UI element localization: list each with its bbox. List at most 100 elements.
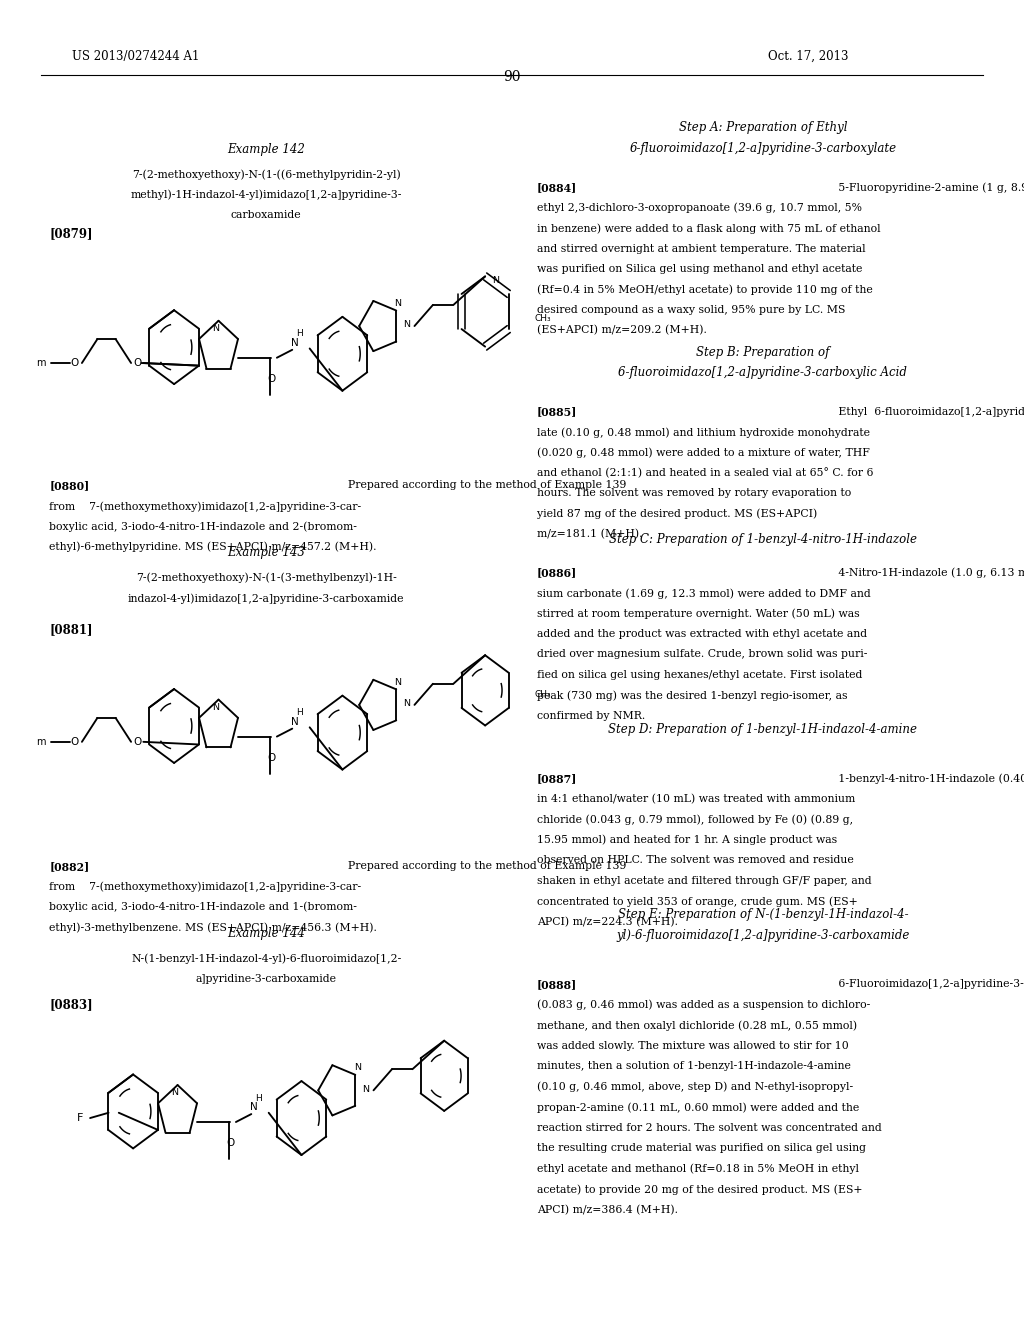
Text: N: N bbox=[292, 338, 299, 348]
Text: [0880]: [0880] bbox=[49, 480, 89, 491]
Text: N: N bbox=[353, 1064, 360, 1072]
Text: O: O bbox=[71, 358, 79, 368]
Text: chloride (0.043 g, 0.79 mmol), followed by Fe (0) (0.89 g,: chloride (0.043 g, 0.79 mmol), followed … bbox=[537, 814, 853, 825]
Text: propan-2-amine (0.11 mL, 0.60 mmol) were added and the: propan-2-amine (0.11 mL, 0.60 mmol) were… bbox=[537, 1102, 859, 1113]
Text: Example 143: Example 143 bbox=[227, 546, 305, 560]
Text: 6-fluoroimidazo[1,2-a]pyridine-3-carboxylic Acid: 6-fluoroimidazo[1,2-a]pyridine-3-carboxy… bbox=[618, 366, 907, 379]
Text: peak (730 mg) was the desired 1-benzyl regio-isomer, as: peak (730 mg) was the desired 1-benzyl r… bbox=[537, 690, 847, 701]
Text: ethyl)-3-methylbenzene. MS (ES+APCI) m/z=456.3 (M+H).: ethyl)-3-methylbenzene. MS (ES+APCI) m/z… bbox=[49, 921, 377, 933]
Text: reaction stirred for 2 hours. The solvent was concentrated and: reaction stirred for 2 hours. The solven… bbox=[537, 1122, 882, 1133]
Text: N-(1-benzyl-1H-indazol-4-yl)-6-fluoroimidazo[1,2-: N-(1-benzyl-1H-indazol-4-yl)-6-fluoroimi… bbox=[131, 953, 401, 964]
Text: N: N bbox=[171, 1089, 178, 1097]
Text: O: O bbox=[133, 358, 141, 368]
Text: (0.10 g, 0.46 mmol, above, step D) and N-ethyl-isopropyl-: (0.10 g, 0.46 mmol, above, step D) and N… bbox=[537, 1082, 853, 1093]
Text: fied on silica gel using hexanes/ethyl acetate. First isolated: fied on silica gel using hexanes/ethyl a… bbox=[537, 671, 862, 680]
Text: m: m bbox=[36, 737, 46, 747]
Text: shaken in ethyl acetate and filtered through GF/F paper, and: shaken in ethyl acetate and filtered thr… bbox=[537, 876, 871, 886]
Text: m: m bbox=[36, 358, 46, 368]
Text: H: H bbox=[296, 709, 303, 717]
Text: late (0.10 g, 0.48 mmol) and lithium hydroxide monohydrate: late (0.10 g, 0.48 mmol) and lithium hyd… bbox=[537, 428, 869, 438]
Text: N: N bbox=[402, 321, 410, 329]
Text: was added slowly. The mixture was allowed to stir for 10: was added slowly. The mixture was allowe… bbox=[537, 1040, 848, 1051]
Text: Example 142: Example 142 bbox=[227, 143, 305, 156]
Text: [0884]: [0884] bbox=[537, 182, 577, 193]
Text: [0881]: [0881] bbox=[49, 623, 92, 636]
Text: 4-Nitro-1H-indazole (1.0 g, 6.13 mmol) and potas-: 4-Nitro-1H-indazole (1.0 g, 6.13 mmol) a… bbox=[824, 568, 1024, 578]
Text: N: N bbox=[212, 325, 219, 333]
Text: Prepared according to the method of Example 139: Prepared according to the method of Exam… bbox=[337, 861, 626, 871]
Text: from    7-(methoxymethoxy)imidazo[1,2-a]pyridine-3-car-: from 7-(methoxymethoxy)imidazo[1,2-a]pyr… bbox=[49, 500, 361, 512]
Text: N: N bbox=[251, 1102, 258, 1113]
Text: added and the product was extracted with ethyl acetate and: added and the product was extracted with… bbox=[537, 630, 866, 639]
Text: [0886]: [0886] bbox=[537, 568, 577, 578]
Text: H: H bbox=[255, 1094, 262, 1102]
Text: a]pyridine-3-carboxamide: a]pyridine-3-carboxamide bbox=[196, 974, 337, 983]
Text: [0885]: [0885] bbox=[537, 407, 577, 417]
Text: O: O bbox=[267, 374, 275, 384]
Text: boxylic acid, 3-iodo-4-nitro-1H-indazole and 2-(bromom-: boxylic acid, 3-iodo-4-nitro-1H-indazole… bbox=[49, 521, 357, 532]
Text: yl)-6-fluoroimidazo[1,2-a]pyridine-3-carboxamide: yl)-6-fluoroimidazo[1,2-a]pyridine-3-car… bbox=[616, 929, 909, 941]
Text: Step A: Preparation of Ethyl: Step A: Preparation of Ethyl bbox=[679, 121, 847, 135]
Text: boxylic acid, 3-iodo-4-nitro-1H-indazole and 1-(bromom-: boxylic acid, 3-iodo-4-nitro-1H-indazole… bbox=[49, 902, 357, 912]
Text: [0882]: [0882] bbox=[49, 861, 89, 871]
Text: F: F bbox=[77, 1113, 83, 1123]
Text: [0879]: [0879] bbox=[49, 227, 92, 240]
Text: APCI) m/z=224.3 (M+H).: APCI) m/z=224.3 (M+H). bbox=[537, 916, 678, 927]
Text: Step B: Preparation of: Step B: Preparation of bbox=[696, 346, 829, 359]
Text: concentrated to yield 353 of orange, crude gum. MS (ES+: concentrated to yield 353 of orange, cru… bbox=[537, 896, 857, 907]
Text: US 2013/0274244 A1: US 2013/0274244 A1 bbox=[72, 50, 199, 63]
Text: m/z=181.1 (M+H).: m/z=181.1 (M+H). bbox=[537, 529, 642, 540]
Text: CH₃: CH₃ bbox=[535, 690, 552, 698]
Text: (0.020 g, 0.48 mmol) were added to a mixture of water, THF: (0.020 g, 0.48 mmol) were added to a mix… bbox=[537, 447, 869, 458]
Text: Step E: Preparation of N-(1-benzyl-1H-indazol-4-: Step E: Preparation of N-(1-benzyl-1H-in… bbox=[617, 908, 908, 921]
Text: O: O bbox=[226, 1138, 234, 1148]
Text: confirmed by NMR.: confirmed by NMR. bbox=[537, 710, 645, 721]
Text: (Rf=0.4 in 5% MeOH/ethyl acetate) to provide 110 mg of the: (Rf=0.4 in 5% MeOH/ethyl acetate) to pro… bbox=[537, 285, 872, 296]
Text: O: O bbox=[267, 752, 275, 763]
Text: dried over magnesium sulfate. Crude, brown solid was puri-: dried over magnesium sulfate. Crude, bro… bbox=[537, 649, 867, 660]
Text: H: H bbox=[296, 330, 303, 338]
Text: N: N bbox=[394, 678, 401, 686]
Text: [0883]: [0883] bbox=[49, 998, 93, 1011]
Text: 5-Fluoropyridine-2-amine (1 g, 8.92 mmol) and: 5-Fluoropyridine-2-amine (1 g, 8.92 mmol… bbox=[824, 182, 1024, 193]
Text: Step C: Preparation of 1-benzyl-4-nitro-1H-indazole: Step C: Preparation of 1-benzyl-4-nitro-… bbox=[609, 533, 916, 546]
Text: 90: 90 bbox=[503, 70, 521, 83]
Text: Prepared according to the method of Example 139: Prepared according to the method of Exam… bbox=[337, 480, 626, 491]
Text: APCI) m/z=386.4 (M+H).: APCI) m/z=386.4 (M+H). bbox=[537, 1204, 678, 1214]
Text: [0888]: [0888] bbox=[537, 979, 577, 990]
Text: N: N bbox=[361, 1085, 369, 1093]
Text: O: O bbox=[133, 737, 141, 747]
Text: 6-Fluoroimidazo[1,2-a]pyridine-3-carboxylic acid: 6-Fluoroimidazo[1,2-a]pyridine-3-carboxy… bbox=[824, 979, 1024, 990]
Text: methyl)-1H-indazol-4-yl)imidazo[1,2-a]pyridine-3-: methyl)-1H-indazol-4-yl)imidazo[1,2-a]py… bbox=[130, 189, 402, 201]
Text: in 4:1 ethanol/water (10 mL) was treated with ammonium: in 4:1 ethanol/water (10 mL) was treated… bbox=[537, 795, 855, 804]
Text: Ethyl  6-fluoroimidazo[1,2-a]pyridine-3-carboxy-: Ethyl 6-fluoroimidazo[1,2-a]pyridine-3-c… bbox=[824, 407, 1024, 417]
Text: methane, and then oxalyl dichloride (0.28 mL, 0.55 mmol): methane, and then oxalyl dichloride (0.2… bbox=[537, 1020, 857, 1031]
Text: 7-(2-methoxyethoxy)-N-(1-(3-methylbenzyl)-1H-: 7-(2-methoxyethoxy)-N-(1-(3-methylbenzyl… bbox=[136, 573, 396, 583]
Text: hours. The solvent was removed by rotary evaporation to: hours. The solvent was removed by rotary… bbox=[537, 488, 851, 499]
Text: and stirred overnight at ambient temperature. The material: and stirred overnight at ambient tempera… bbox=[537, 243, 865, 253]
Text: [0887]: [0887] bbox=[537, 774, 577, 784]
Text: N: N bbox=[394, 300, 401, 308]
Text: indazol-4-yl)imidazo[1,2-a]pyridine-3-carboxamide: indazol-4-yl)imidazo[1,2-a]pyridine-3-ca… bbox=[128, 594, 404, 605]
Text: yield 87 mg of the desired product. MS (ES+APCI): yield 87 mg of the desired product. MS (… bbox=[537, 510, 817, 520]
Text: desired compound as a waxy solid, 95% pure by LC. MS: desired compound as a waxy solid, 95% pu… bbox=[537, 305, 845, 315]
Text: (0.083 g, 0.46 mmol) was added as a suspension to dichloro-: (0.083 g, 0.46 mmol) was added as a susp… bbox=[537, 1001, 869, 1011]
Text: Oct. 17, 2013: Oct. 17, 2013 bbox=[768, 50, 849, 63]
Text: N: N bbox=[492, 276, 499, 285]
Text: 1-benzyl-4-nitro-1H-indazole (0.40 g, 1.59 mmol): 1-benzyl-4-nitro-1H-indazole (0.40 g, 1.… bbox=[824, 774, 1024, 784]
Text: N: N bbox=[292, 717, 299, 727]
Text: Example 144: Example 144 bbox=[227, 927, 305, 940]
Text: 7-(2-methoxyethoxy)-N-(1-((6-methylpyridin-2-yl): 7-(2-methoxyethoxy)-N-(1-((6-methylpyrid… bbox=[132, 169, 400, 180]
Text: was purified on Silica gel using methanol and ethyl acetate: was purified on Silica gel using methano… bbox=[537, 264, 862, 275]
Text: 6-fluoroimidazo[1,2-a]pyridine-3-carboxylate: 6-fluoroimidazo[1,2-a]pyridine-3-carboxy… bbox=[630, 141, 896, 154]
Text: sium carbonate (1.69 g, 12.3 mmol) were added to DMF and: sium carbonate (1.69 g, 12.3 mmol) were … bbox=[537, 589, 870, 599]
Text: stirred at room temperature overnight. Water (50 mL) was: stirred at room temperature overnight. W… bbox=[537, 609, 859, 619]
Text: ethyl acetate and methanol (Rf=0.18 in 5% MeOH in ethyl: ethyl acetate and methanol (Rf=0.18 in 5… bbox=[537, 1164, 858, 1175]
Text: (ES+APCI) m/z=209.2 (M+H).: (ES+APCI) m/z=209.2 (M+H). bbox=[537, 326, 707, 335]
Text: O: O bbox=[71, 737, 79, 747]
Text: N: N bbox=[402, 700, 410, 708]
Text: from    7-(methoxymethoxy)imidazo[1,2-a]pyridine-3-car-: from 7-(methoxymethoxy)imidazo[1,2-a]pyr… bbox=[49, 882, 361, 892]
Text: minutes, then a solution of 1-benzyl-1H-indazole-4-amine: minutes, then a solution of 1-benzyl-1H-… bbox=[537, 1061, 851, 1072]
Text: carboxamide: carboxamide bbox=[231, 210, 301, 220]
Text: and ethanol (2:1:1) and heated in a sealed vial at 65° C. for 6: and ethanol (2:1:1) and heated in a seal… bbox=[537, 469, 873, 479]
